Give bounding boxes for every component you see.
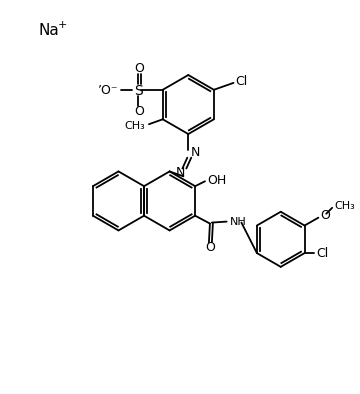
Text: Cl: Cl [316, 247, 329, 260]
Text: Cl: Cl [235, 75, 248, 88]
Text: OH: OH [207, 174, 226, 187]
Text: CH₃: CH₃ [125, 121, 145, 131]
Text: O: O [205, 241, 215, 254]
Text: NH: NH [230, 217, 246, 227]
Text: O: O [134, 105, 144, 118]
Text: S: S [134, 84, 143, 98]
Text: O: O [134, 61, 144, 74]
Text: +: + [58, 20, 67, 30]
Text: N: N [176, 166, 185, 179]
Text: N: N [190, 146, 200, 159]
Text: Na: Na [39, 23, 59, 38]
Text: CH₃: CH₃ [334, 201, 355, 211]
Text: ’O⁻: ’O⁻ [98, 84, 118, 97]
Text: O: O [320, 209, 330, 222]
